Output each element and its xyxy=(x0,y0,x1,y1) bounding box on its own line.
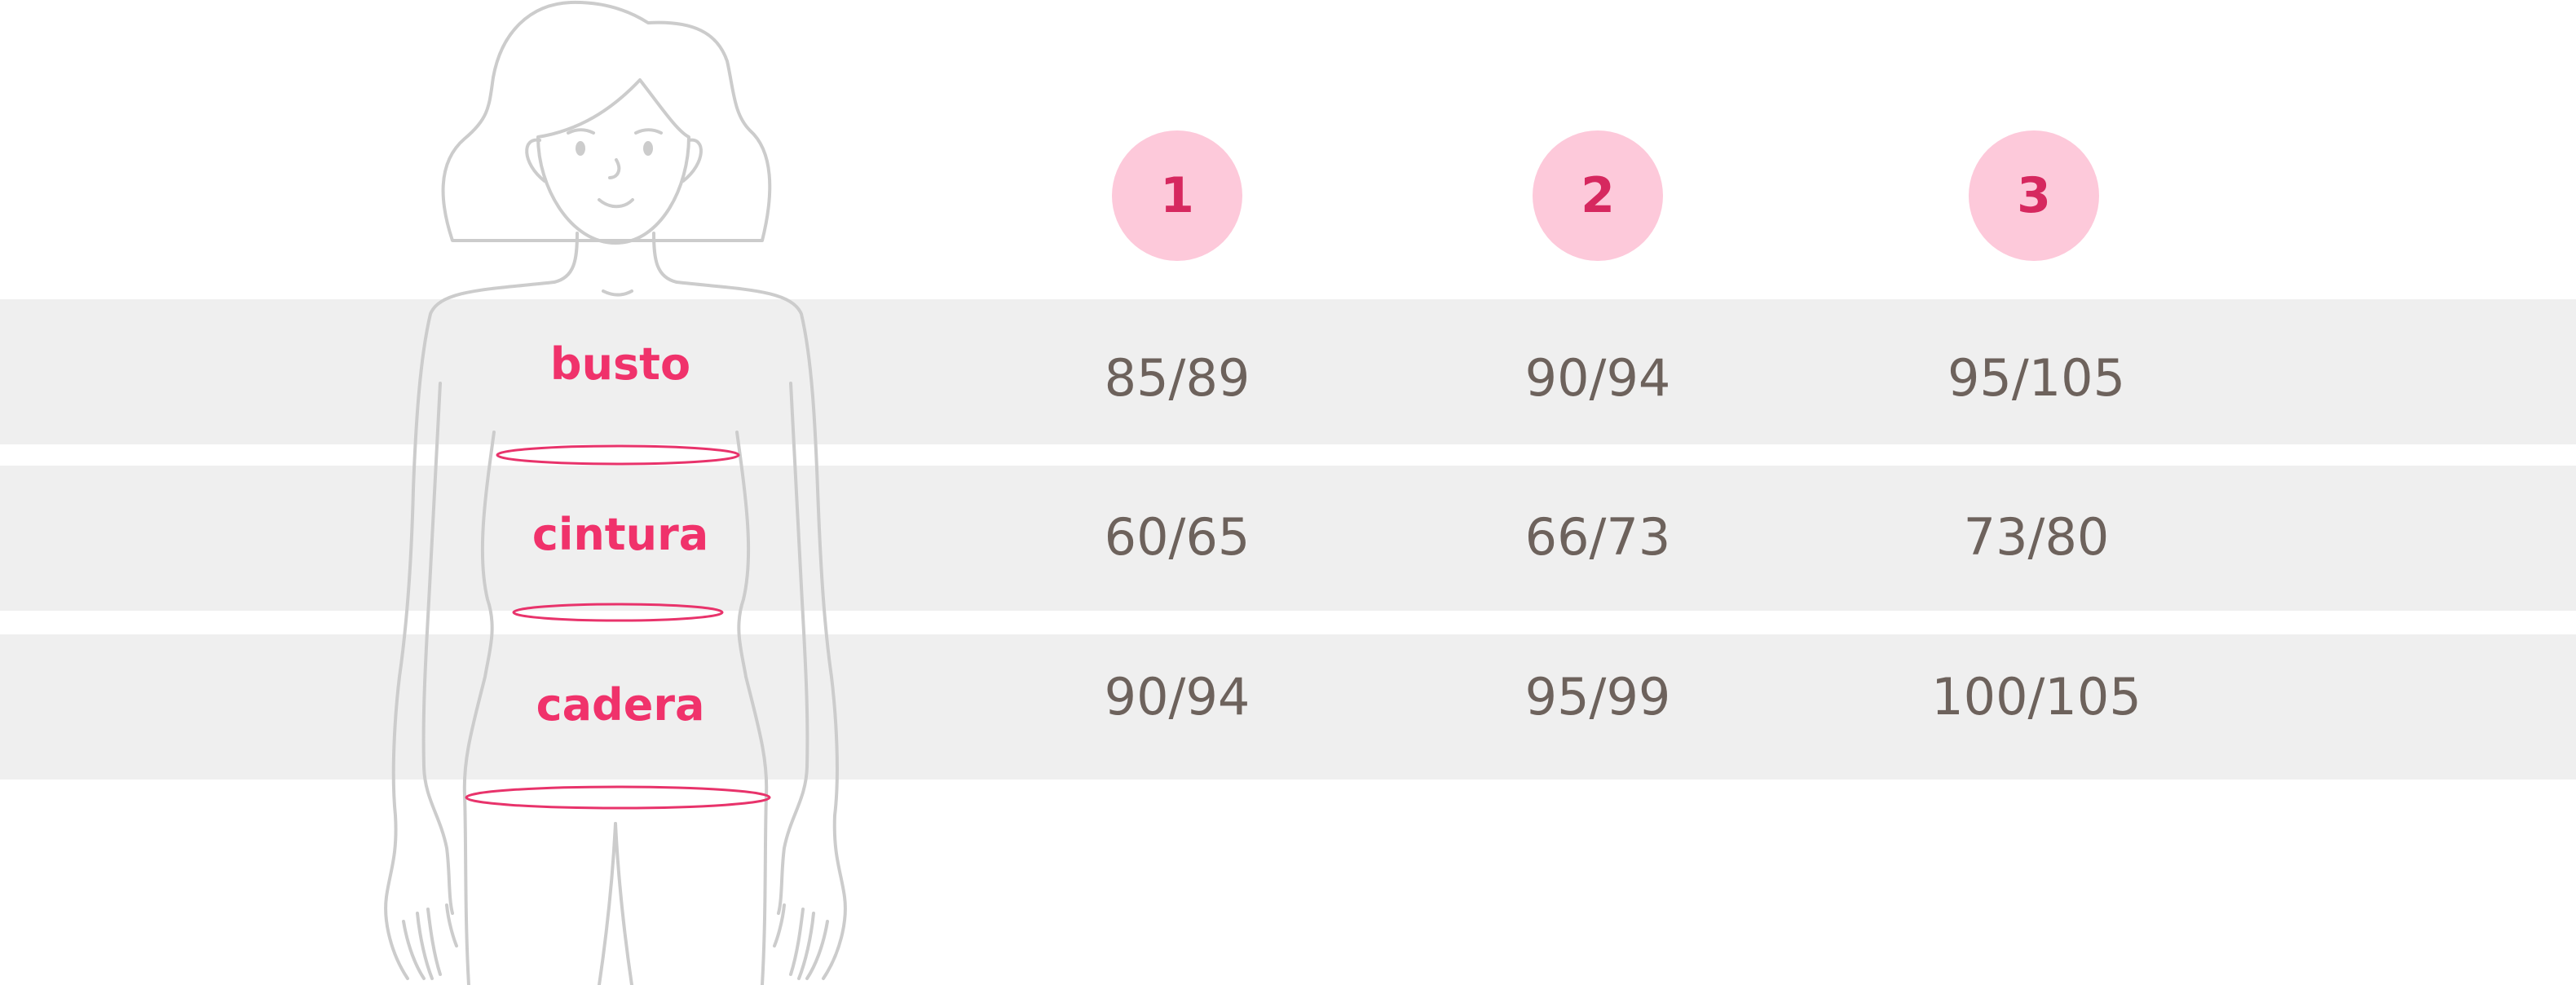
cell-cadera-size-2: 95/99 xyxy=(1524,667,1671,727)
bust-measure-ring-icon xyxy=(496,444,740,466)
cell-cadera-size-1: 90/94 xyxy=(1104,667,1251,727)
size-badge-3: 3 xyxy=(1969,130,2099,261)
cell-cintura-size-1: 60/65 xyxy=(1104,507,1251,567)
cell-busto-size-1: 85/89 xyxy=(1104,348,1251,408)
row-band-cadera xyxy=(0,634,2576,780)
cell-cintura-size-3: 73/80 xyxy=(1963,507,2110,567)
row-label-cadera: cadera xyxy=(536,679,705,731)
cell-busto-size-3: 95/105 xyxy=(1947,348,2126,408)
row-label-busto: busto xyxy=(549,338,691,390)
size-badge-1: 1 xyxy=(1112,130,1242,261)
hip-measure-ring-icon xyxy=(465,785,771,810)
waist-measure-ring-icon xyxy=(512,603,724,622)
cell-cadera-size-3: 100/105 xyxy=(1931,667,2142,727)
cell-cintura-size-2: 66/73 xyxy=(1524,507,1671,567)
cell-busto-size-2: 90/94 xyxy=(1524,348,1671,408)
size-badge-2: 2 xyxy=(1533,130,1663,261)
row-label-cintura: cintura xyxy=(532,509,709,560)
